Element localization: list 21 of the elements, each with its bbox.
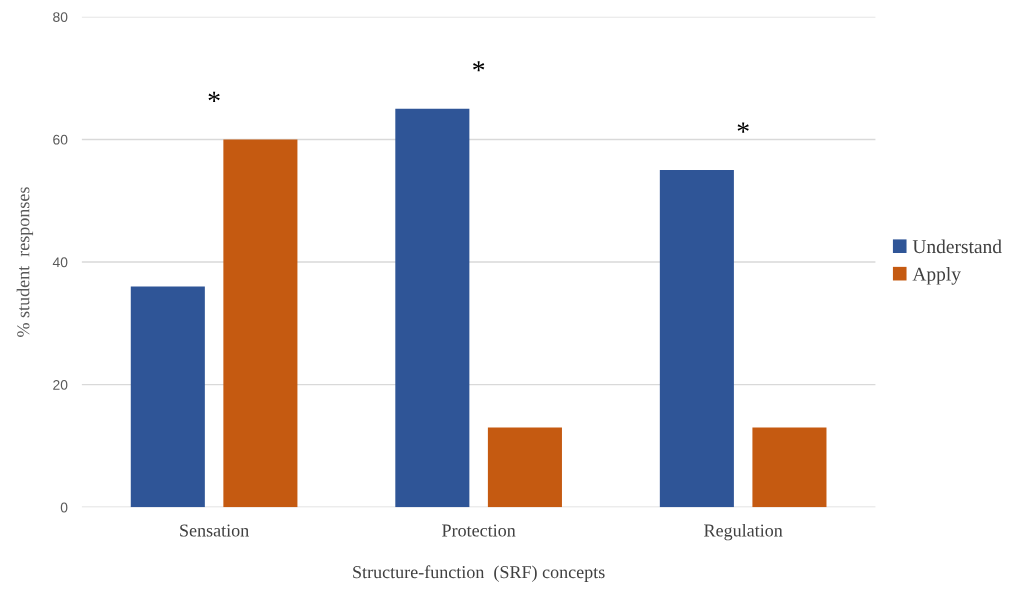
bar: [130, 286, 205, 508]
x-axis-title: Structure-function (SRF) concepts: [353, 565, 605, 582]
legend-label: Apply: [912, 266, 961, 285]
bar: [659, 170, 734, 508]
x-tick-label: Protection: [442, 524, 516, 537]
annotation: *: [473, 61, 485, 72]
y-tick-label: 40: [52, 257, 68, 268]
bar: [223, 139, 298, 508]
bar: [395, 108, 470, 508]
bar: [752, 427, 827, 508]
annotation: *: [737, 122, 749, 133]
annotation: *: [208, 91, 220, 102]
y-tick-label: 60: [53, 134, 68, 145]
y-axis-title: % student responses: [16, 187, 34, 337]
y-tick-label: 0: [60, 502, 68, 513]
y-tick-label: 20: [53, 379, 68, 390]
bar: [487, 427, 562, 508]
x-tick-label: Sensation: [180, 524, 249, 537]
legend-label: Understand: [912, 239, 1002, 254]
y-tick-label: 80: [53, 12, 68, 22]
x-tick-label: Regulation: [704, 523, 783, 541]
